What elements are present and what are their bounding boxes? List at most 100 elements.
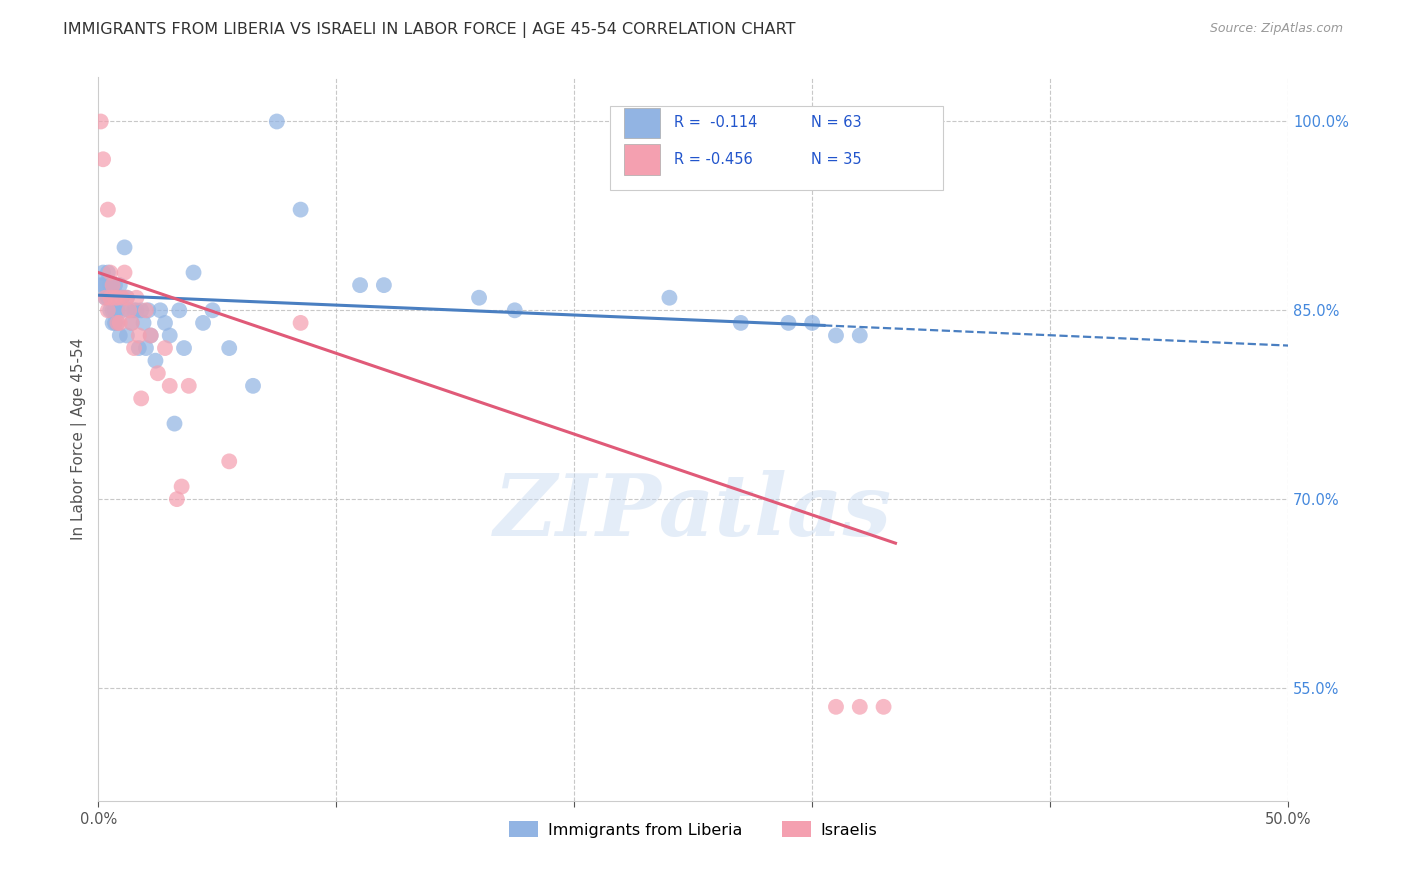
Point (94, 291, 117, 305)
Point (849, 699, 872, 714)
Point (159, 379, 181, 393)
Point (872, 699, 894, 714)
Point (111, 291, 134, 305)
FancyBboxPatch shape (624, 108, 659, 138)
Point (121, 316, 143, 330)
Point (104, 303, 127, 318)
Point (503, 303, 526, 318)
Point (139, 328, 162, 343)
Point (166, 492, 188, 507)
Text: Source: ZipAtlas.com: Source: ZipAtlas.com (1209, 22, 1343, 36)
Point (101, 291, 124, 305)
Point (128, 328, 150, 343)
Point (153, 316, 176, 330)
Point (98, 291, 121, 305)
Point (135, 303, 157, 318)
Point (91, 278, 114, 293)
Point (111, 291, 134, 305)
Point (90, 278, 112, 293)
Point (136, 303, 159, 318)
Y-axis label: In Labor Force | Age 45-54: In Labor Force | Age 45-54 (72, 338, 87, 541)
Point (177, 379, 200, 393)
Point (163, 417, 186, 431)
Point (125, 303, 148, 318)
Point (104, 316, 127, 330)
Point (242, 379, 264, 393)
Point (98, 303, 121, 318)
Text: IMMIGRANTS FROM LIBERIA VS ISRAELI IN LABOR FORCE | AGE 45-54 CORRELATION CHART: IMMIGRANTS FROM LIBERIA VS ISRAELI IN LA… (63, 22, 796, 38)
Point (98, 291, 121, 305)
Point (114, 266, 136, 280)
Point (114, 240, 136, 254)
Point (191, 316, 214, 330)
Point (129, 392, 152, 406)
Text: N = 63: N = 63 (811, 115, 862, 130)
Point (105, 291, 128, 305)
Point (849, 328, 872, 343)
Point (98, 278, 121, 293)
Point (108, 328, 131, 343)
Point (173, 341, 195, 355)
Point (118, 303, 141, 318)
Point (825, 328, 848, 343)
Point (108, 278, 131, 293)
FancyBboxPatch shape (624, 145, 659, 175)
Text: R = -0.456: R = -0.456 (675, 152, 754, 167)
Point (105, 303, 128, 318)
Point (135, 341, 157, 355)
Point (105, 316, 128, 330)
Point (373, 278, 395, 293)
Point (94, 291, 117, 305)
Point (730, 316, 752, 330)
Point (111, 303, 134, 318)
Point (90, 114, 112, 128)
Point (101, 316, 124, 330)
Point (97, 291, 120, 305)
Point (94, 278, 117, 293)
Point (153, 341, 176, 355)
Point (101, 278, 124, 293)
Point (132, 316, 155, 330)
Point (129, 303, 152, 318)
Point (218, 341, 240, 355)
Point (146, 366, 169, 380)
Point (122, 303, 145, 318)
Point (101, 303, 124, 318)
Point (104, 278, 127, 293)
Point (97, 266, 120, 280)
Point (105, 291, 128, 305)
Point (139, 328, 162, 343)
FancyBboxPatch shape (610, 106, 943, 190)
Point (218, 454, 240, 468)
Point (108, 316, 131, 330)
Point (115, 328, 138, 343)
Point (118, 303, 141, 318)
Point (104, 291, 127, 305)
Point (159, 328, 181, 343)
Point (104, 303, 127, 318)
Point (290, 202, 312, 217)
Point (266, 114, 288, 128)
Point (91, 153, 114, 167)
Point (658, 291, 681, 305)
Point (98, 266, 121, 280)
Point (97, 202, 120, 217)
Point (149, 303, 172, 318)
Point (167, 303, 190, 318)
Point (101, 278, 124, 293)
Point (170, 479, 193, 493)
Point (801, 316, 824, 330)
Text: ZIPatlas: ZIPatlas (494, 470, 893, 553)
Point (128, 341, 150, 355)
Point (290, 316, 312, 330)
Point (778, 316, 800, 330)
Point (121, 316, 143, 330)
Point (115, 291, 138, 305)
Text: N = 35: N = 35 (811, 152, 862, 167)
Point (105, 316, 128, 330)
Point (97, 303, 120, 318)
Point (145, 353, 167, 368)
Point (125, 291, 148, 305)
Point (115, 291, 138, 305)
Point (91, 266, 114, 280)
